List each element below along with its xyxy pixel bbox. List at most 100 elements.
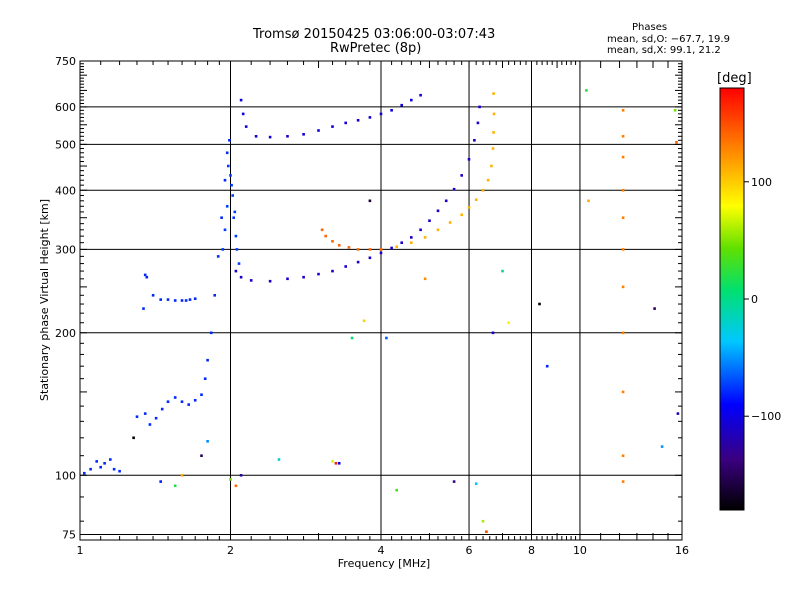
data-point (324, 234, 327, 238)
data-point (419, 228, 422, 232)
data-point (356, 119, 360, 122)
data-point (320, 228, 324, 232)
x-tick-label: 10 (573, 544, 587, 557)
data-point (235, 248, 239, 251)
data-point (180, 474, 184, 477)
data-point (344, 121, 347, 125)
data-point (436, 209, 440, 213)
data-point (188, 298, 192, 301)
data-point (230, 183, 233, 187)
data-point (180, 299, 184, 302)
data-point (379, 251, 383, 255)
data-point (200, 454, 203, 457)
y-tick-labels: 75 100 200 300 400 500 600 750 (55, 55, 76, 541)
stats-heading: Phases (632, 22, 668, 33)
data-point (223, 178, 227, 182)
data-point (660, 445, 664, 448)
y-tick-label: 600 (55, 101, 76, 114)
data-point (159, 480, 162, 483)
data-point (220, 216, 223, 219)
data-point (653, 307, 656, 310)
data-point (419, 93, 422, 97)
data-point (356, 248, 360, 251)
chart-subtitle: RwPretec (8p) (330, 41, 422, 56)
data-point (234, 484, 238, 488)
axis-ticks (80, 61, 682, 540)
data-point (180, 400, 184, 403)
data-point (135, 415, 139, 418)
data-point (143, 273, 147, 277)
x-tick-label: 6 (466, 544, 473, 557)
data-point (317, 272, 320, 276)
data-point (492, 112, 496, 116)
data-point (460, 213, 463, 217)
data-point (467, 206, 471, 209)
x-axis-label: Frequency [MHz] (338, 557, 430, 570)
y-tick-label: 400 (55, 184, 76, 197)
y-tick-label: 300 (55, 243, 76, 256)
data-point (410, 98, 413, 102)
colorbar-ticks: 100 0 −100 (744, 176, 781, 423)
data-point (400, 241, 403, 244)
y-tick-label: 750 (55, 55, 76, 68)
data-point (621, 390, 625, 394)
data-point (331, 240, 334, 243)
data-point (673, 109, 677, 112)
data-point (239, 275, 243, 279)
data-point (485, 530, 488, 533)
data-point (460, 174, 463, 177)
data-point (410, 236, 413, 239)
data-point (337, 462, 341, 465)
data-point (621, 135, 625, 138)
colorbar-tick-label: 100 (751, 176, 772, 189)
data-point (302, 275, 305, 279)
data-point (286, 135, 289, 138)
data-point (103, 462, 106, 465)
data-point (237, 262, 241, 265)
data-point (173, 299, 177, 302)
data-point (492, 92, 495, 95)
data-point (473, 139, 476, 142)
data-point (99, 465, 102, 469)
data-point (410, 241, 413, 244)
data-point (229, 174, 232, 177)
x-tick-label: 16 (675, 544, 689, 557)
data-point (216, 255, 220, 258)
data-point (448, 221, 452, 224)
data-point (154, 416, 158, 420)
data-point (481, 519, 485, 523)
x-tick-label: 2 (227, 544, 234, 557)
data-point (481, 189, 485, 192)
data-point (232, 216, 235, 219)
data-point (221, 248, 225, 251)
stats-line-x: mean, sd,X: 99.1, 21.2 (607, 45, 721, 56)
y-tick-label: 75 (62, 528, 76, 541)
data-point (241, 112, 245, 116)
data-point (428, 219, 431, 222)
data-point (206, 358, 209, 362)
data-point (159, 298, 162, 301)
x-tick-labels: 1 2 4 6 8 10 16 (77, 544, 690, 557)
data-point (621, 189, 625, 192)
data-point (587, 199, 590, 203)
data-point (621, 285, 625, 289)
y-tick-label: 100 (55, 469, 76, 482)
data-point (244, 125, 248, 128)
data-point (621, 248, 625, 251)
x-tick-label: 8 (528, 544, 535, 557)
data-point (231, 194, 234, 197)
data-point (118, 469, 121, 473)
data-point (395, 488, 398, 492)
y-axis-label: Stationary phase Virtual Height [km] (38, 199, 51, 401)
data-point (95, 460, 98, 463)
data-point (368, 256, 372, 260)
data-point (545, 364, 549, 368)
data-point (423, 236, 427, 239)
data-point (362, 319, 366, 323)
data-point (474, 198, 478, 201)
data-point (347, 246, 351, 249)
data-point (344, 265, 347, 268)
data-point (166, 298, 170, 301)
chart-title: Tromsø 20150425 03:06:00-03:07:43 (253, 27, 496, 42)
data-point (268, 279, 272, 283)
